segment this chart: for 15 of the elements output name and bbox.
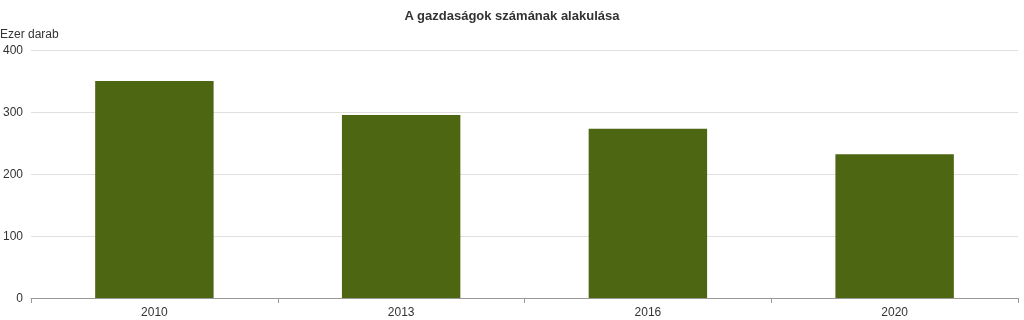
y-tick-label: 0 (16, 291, 24, 305)
y-axis-title: Ezer darab (0, 27, 60, 41)
x-tick-label: 2020 (881, 305, 909, 319)
y-tick-label: 300 (2, 105, 24, 119)
bar (95, 81, 214, 298)
y-tick-label: 400 (2, 43, 24, 57)
x-tick-label: 2010 (141, 305, 169, 319)
x-tick-label: 2013 (387, 305, 415, 319)
chart-title: A gazdaságok számának alakulása (404, 8, 621, 23)
bar (835, 154, 954, 298)
y-tick-label: 100 (2, 229, 24, 243)
y-tick-label: 200 (2, 167, 24, 181)
bar (588, 128, 708, 298)
x-tick-label: 2016 (634, 305, 662, 319)
bar (341, 115, 461, 298)
